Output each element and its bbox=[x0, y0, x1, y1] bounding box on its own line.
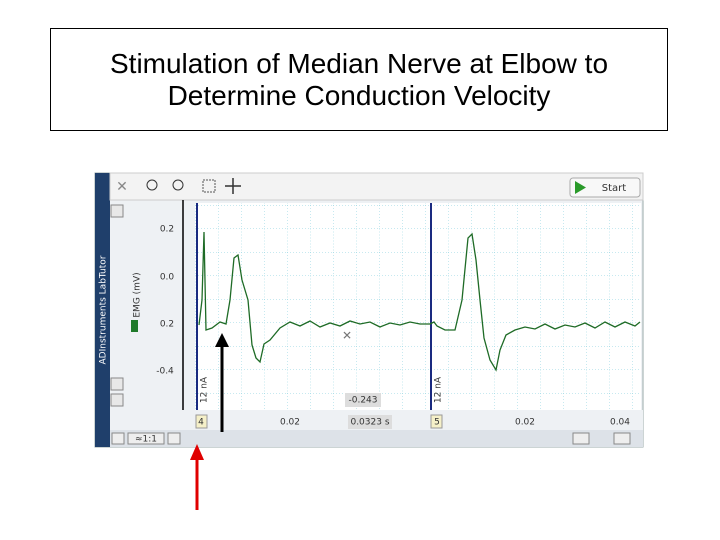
time-box bbox=[348, 415, 392, 429]
close-tool[interactable]: ✕ bbox=[116, 179, 128, 195]
point-marker: ✕ bbox=[342, 329, 352, 343]
zoom-out[interactable] bbox=[172, 179, 184, 191]
y-label: 0.2 bbox=[160, 320, 174, 330]
channel-name: EMG (mV) bbox=[133, 272, 143, 317]
start-button[interactable] bbox=[569, 177, 641, 198]
marker-box bbox=[195, 414, 208, 429]
x-label: 0.02 bbox=[515, 418, 535, 428]
scale-label: ≈1:1 bbox=[135, 435, 157, 445]
readout-box bbox=[345, 393, 381, 407]
channel-menu[interactable] bbox=[110, 204, 124, 218]
scale-up[interactable] bbox=[110, 377, 124, 391]
arrow-head bbox=[215, 333, 229, 347]
marker-box bbox=[430, 414, 443, 429]
bottom-bar bbox=[110, 430, 643, 447]
start-icon bbox=[575, 181, 586, 194]
scroll-end[interactable] bbox=[613, 432, 631, 445]
y-label: 0.0 bbox=[160, 273, 175, 283]
x-label: 0.02 bbox=[280, 418, 300, 428]
fit-tool[interactable] bbox=[202, 179, 216, 193]
channel-color bbox=[131, 320, 138, 332]
stim-label: 12 nA bbox=[434, 376, 444, 403]
readout-time: 0.0323 s bbox=[350, 418, 389, 428]
emg-trace bbox=[198, 231, 641, 372]
zoom-minus[interactable] bbox=[111, 432, 125, 445]
y-label: -0.4 bbox=[156, 367, 174, 377]
toolbar bbox=[109, 172, 644, 201]
zoom-in[interactable] bbox=[146, 179, 158, 191]
arrow-head bbox=[190, 444, 204, 460]
brand: ADInstruments LabTutor bbox=[99, 255, 109, 364]
stim-label: 12 nA bbox=[200, 376, 210, 403]
marker-label: 4 bbox=[198, 418, 204, 428]
sidebar-strip bbox=[95, 173, 110, 447]
x-label: 0.04 bbox=[610, 418, 630, 428]
scale-down[interactable] bbox=[110, 393, 124, 407]
slide-title: Stimulation of Median Nerve at Elbow to … bbox=[50, 28, 668, 131]
marker-label: 5 bbox=[434, 418, 440, 428]
zoom-plus[interactable] bbox=[167, 432, 181, 445]
grid bbox=[195, 203, 641, 410]
readout-value: -0.243 bbox=[348, 396, 377, 406]
start-label: Start bbox=[602, 183, 627, 194]
pan-tool[interactable] bbox=[225, 178, 241, 194]
y-label: 0.2 bbox=[160, 225, 174, 235]
scale-box bbox=[127, 432, 165, 445]
scroll-thumb[interactable] bbox=[572, 432, 590, 445]
